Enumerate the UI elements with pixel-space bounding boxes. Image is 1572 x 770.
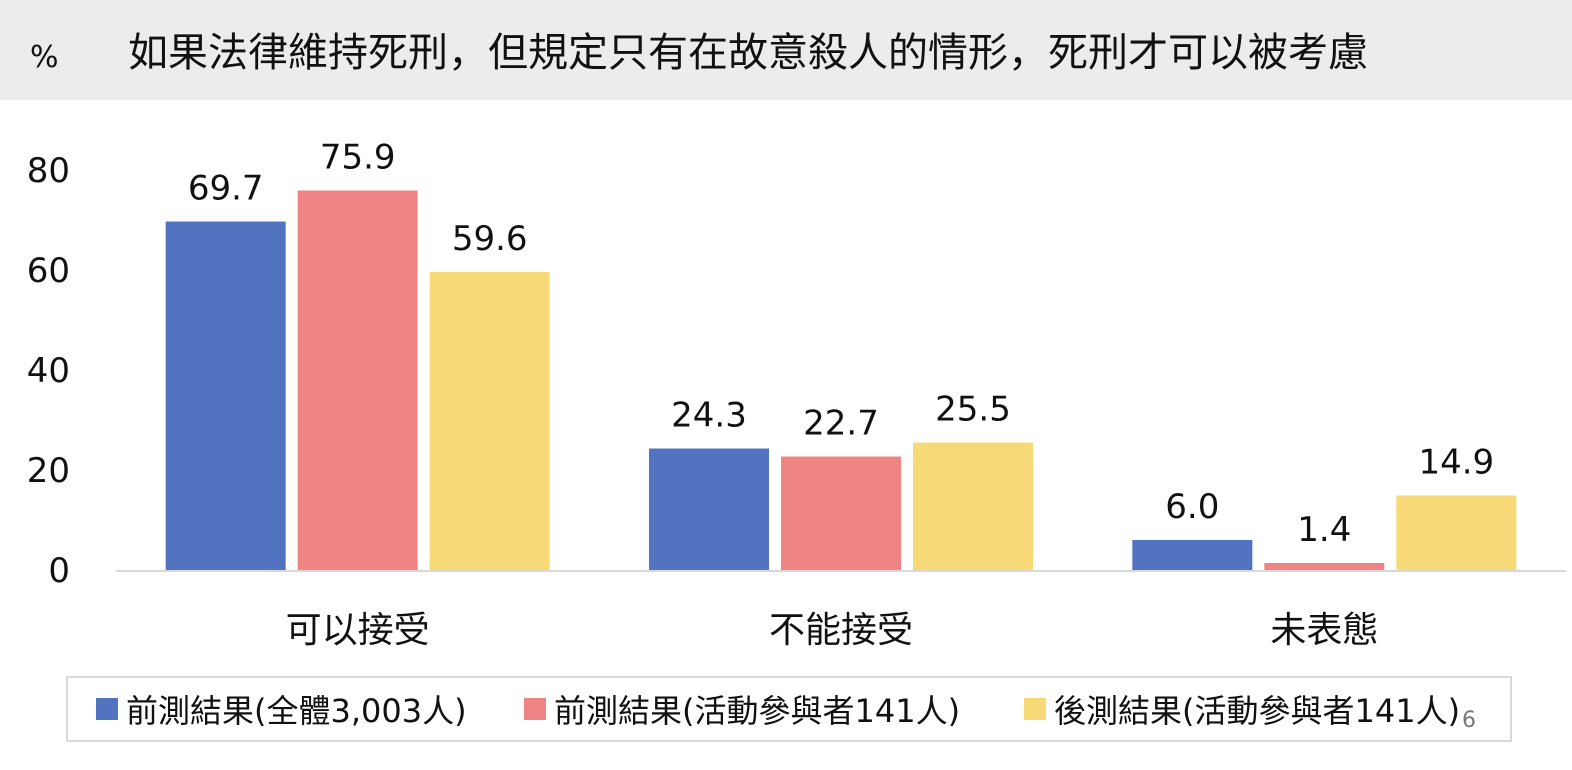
page-number: 6 <box>1462 708 1476 733</box>
legend-item-pretest-participants: 前測結果(活動參與者141人) <box>524 678 960 740</box>
data-label: 69.7 <box>188 169 264 209</box>
chart-title: 如果法律維持死刑，但規定只有在故意殺人的情形，死刑才可以被考慮 <box>128 30 1368 76</box>
y-tick-label: 60 <box>27 251 70 291</box>
legend-item-posttest-participants: 後測結果(活動參與者141人) <box>1024 678 1460 740</box>
legend-label-pretest-all: 前測結果(全體3,003人) <box>126 692 467 730</box>
data-label: 75.9 <box>320 138 396 178</box>
bar-3-2 <box>1264 563 1385 570</box>
x-category-label: 可以接受 <box>286 610 430 651</box>
data-label: 6.0 <box>1165 487 1219 527</box>
y-tick-label: 0 <box>48 551 70 591</box>
legend-item-pretest-all: 前測結果(全體3,003人) <box>96 678 467 740</box>
y-tick-label: 40 <box>27 351 70 391</box>
data-label: 59.6 <box>452 219 528 259</box>
legend-swatch-pretest-participants <box>524 698 546 720</box>
legend-label-posttest-participants: 後測結果(活動參與者141人) <box>1054 692 1461 730</box>
data-label: 22.7 <box>803 404 879 444</box>
bar-2-1 <box>649 448 769 570</box>
title-band <box>0 0 1572 100</box>
data-label: 1.4 <box>1297 510 1351 550</box>
y-tick-label: 20 <box>27 451 70 491</box>
bar-3-1 <box>1132 540 1253 570</box>
data-label: 25.5 <box>935 390 1011 430</box>
legend-label-pretest-participants: 前測結果(活動參與者141人) <box>554 692 961 730</box>
bar-3-3 <box>1396 495 1517 570</box>
bar-chart: 0 20 40 60 80 69.7 75.9 59.6 可以接受 24.3 22.7 25.5 不能接… <box>27 138 1566 651</box>
bar-1-1 <box>165 221 286 570</box>
chart-legend: 前測結果(全體3,003人) 前測結果(活動參與者141人) 後測結果(活動參與… <box>66 676 1512 742</box>
data-label: 24.3 <box>671 396 747 436</box>
x-category-label: 未表態 <box>1270 610 1378 651</box>
y-tick-label: 80 <box>27 151 70 191</box>
legend-swatch-posttest-participants <box>1024 698 1046 720</box>
legend-swatch-pretest-all <box>96 698 118 720</box>
x-category-label: 不能接受 <box>769 610 913 651</box>
y-axis-unit-label: % <box>30 40 59 75</box>
bar-1-2 <box>297 190 418 570</box>
data-label: 14.9 <box>1418 443 1494 483</box>
bar-1-3 <box>429 272 550 570</box>
bar-2-3 <box>913 442 1033 570</box>
bar-2-2 <box>781 456 901 570</box>
